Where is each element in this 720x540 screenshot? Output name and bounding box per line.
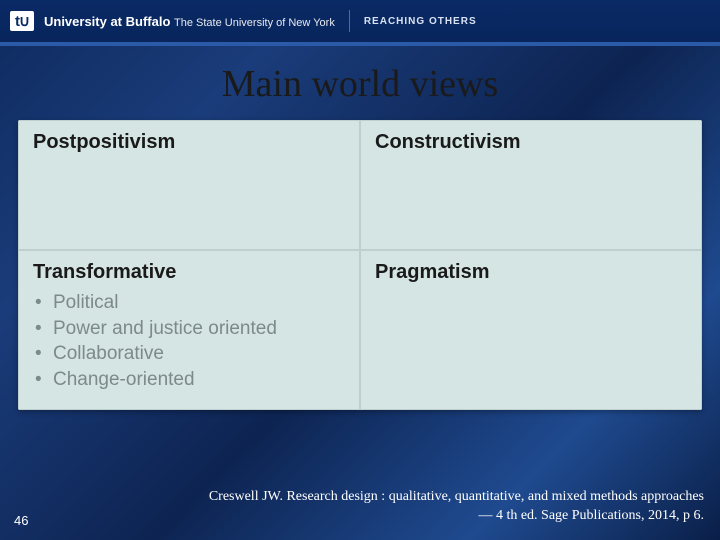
header-bar: t∪ University at Buffalo The State Unive… <box>0 0 720 44</box>
cell-list: PoliticalPower and justice orientedColla… <box>35 290 345 393</box>
institution-name-light: The State University of New York <box>174 17 335 29</box>
cell-heading: Transformative <box>33 261 345 284</box>
cell-transformative: Transformative PoliticalPower and justic… <box>18 250 360 410</box>
citation-line2: — 4 th ed. Sage Publications, 2014, p 6. <box>478 508 704 523</box>
citation-line1: Creswell JW. Research design : qualitati… <box>209 489 704 504</box>
table-row: Postpositivism Constructivism <box>18 120 702 250</box>
list-item: Political <box>35 290 345 316</box>
cell-postpositivism: Postpositivism <box>18 120 360 250</box>
list-item: Change-oriented <box>35 367 345 393</box>
page-number: 46 <box>14 513 28 528</box>
header-underline <box>0 44 720 46</box>
header-tagline: REACHING OTHERS <box>364 16 477 27</box>
cell-pragmatism: Pragmatism <box>360 250 702 410</box>
worldviews-table: Postpositivism Constructivism Transforma… <box>18 120 702 410</box>
header-divider <box>349 10 350 32</box>
slide-title: Main world views <box>0 62 720 106</box>
table-row: Transformative PoliticalPower and justic… <box>18 250 702 410</box>
cell-heading: Postpositivism <box>33 131 345 154</box>
list-item: Power and justice oriented <box>35 316 345 342</box>
cell-heading: Pragmatism <box>375 261 687 284</box>
cell-heading: Constructivism <box>375 131 687 154</box>
list-item: Collaborative <box>35 341 345 367</box>
logo-badge-icon: t∪ <box>10 11 34 31</box>
citation-text: Creswell JW. Research design : qualitati… <box>120 488 704 526</box>
institution-name-bold: University at Buffalo <box>44 14 170 29</box>
cell-constructivism: Constructivism <box>360 120 702 250</box>
institution-logo: t∪ University at Buffalo The State Unive… <box>10 11 335 31</box>
